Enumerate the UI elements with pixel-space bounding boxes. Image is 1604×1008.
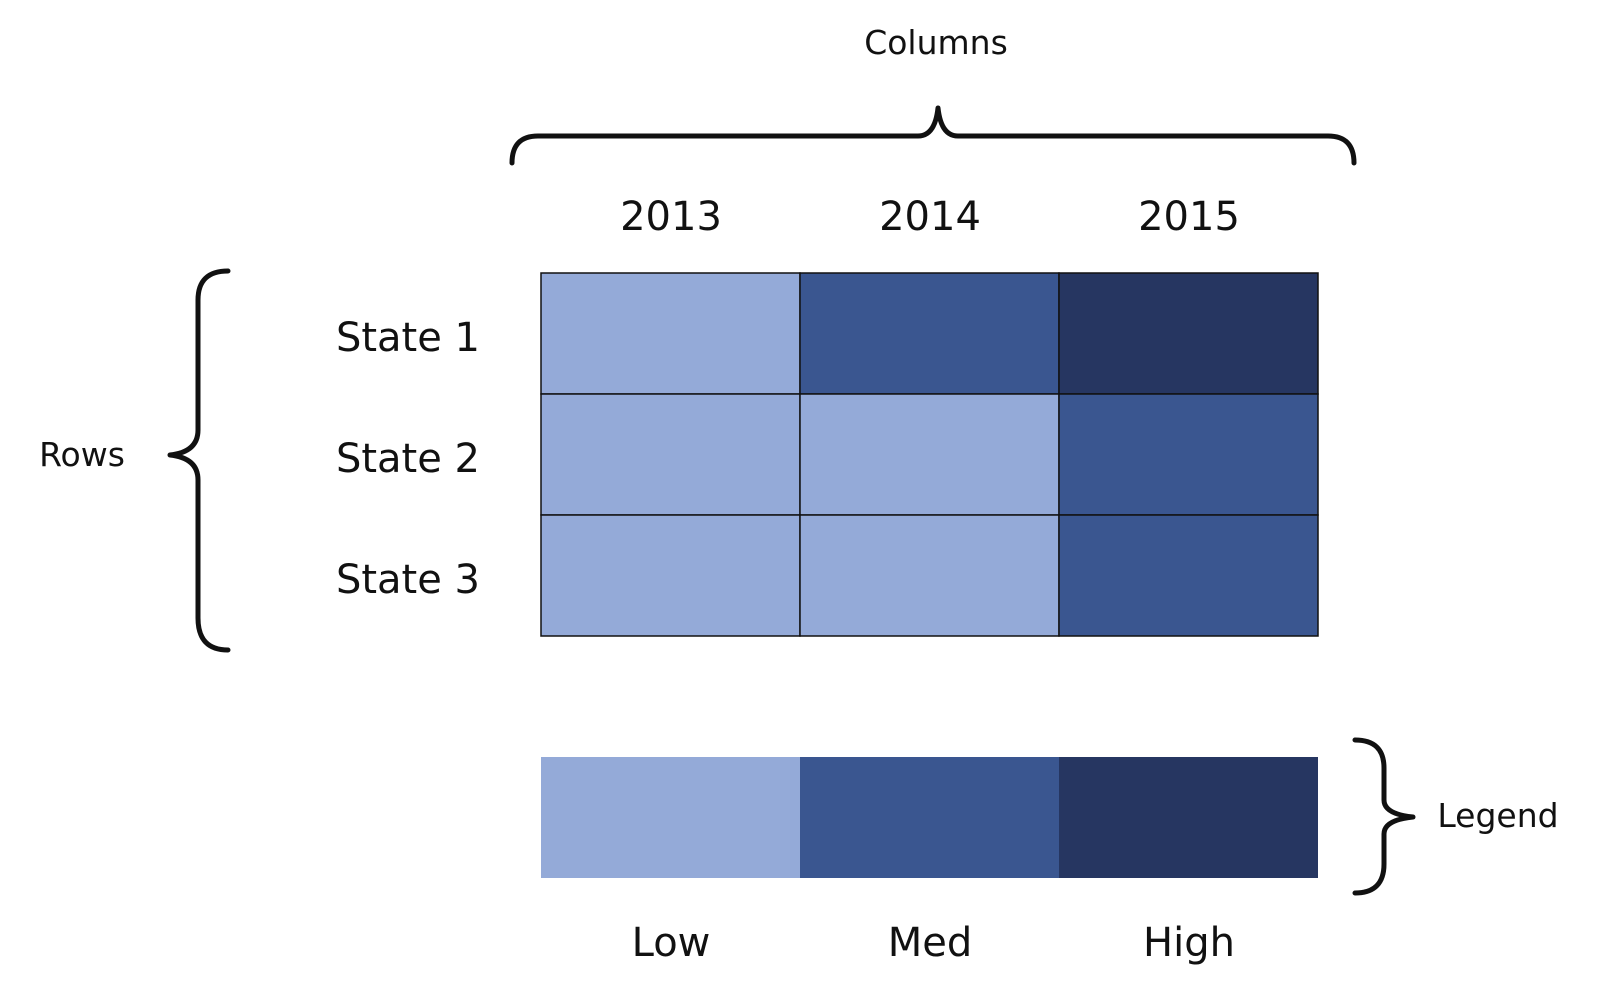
cell-state-1-2013 <box>540 272 801 395</box>
column-header-2014: 2014 <box>879 194 981 240</box>
columns-annotation: Columns <box>864 23 1008 62</box>
legend-swatch-low <box>541 757 800 878</box>
column-header-2013: 2013 <box>620 194 722 240</box>
cell-state-1-2015 <box>1058 272 1319 395</box>
row-header-state-3: State 3 <box>336 557 480 603</box>
legend-label-high: High <box>1143 920 1235 966</box>
cell-state-2-2014 <box>799 393 1060 516</box>
legend-swatch-high <box>1059 757 1318 878</box>
column-header-2015: 2015 <box>1138 194 1240 240</box>
legend-label-low: Low <box>632 920 711 966</box>
cell-state-2-2013 <box>540 393 801 516</box>
legend-bar <box>541 757 1318 878</box>
legend-swatch-med <box>800 757 1059 878</box>
cell-state-3-2013 <box>540 514 801 637</box>
columns-brace <box>509 105 1357 166</box>
cell-state-1-2014 <box>799 272 1060 395</box>
rows-brace <box>167 268 231 653</box>
heatmap-grid <box>540 272 1319 637</box>
rows-annotation: Rows <box>39 435 125 474</box>
row-header-state-1: State 1 <box>336 315 480 361</box>
row-header-state-2: State 2 <box>336 436 480 482</box>
cell-state-3-2014 <box>799 514 1060 637</box>
cell-state-2-2015 <box>1058 393 1319 516</box>
cell-state-3-2015 <box>1058 514 1319 637</box>
legend-brace <box>1352 737 1416 896</box>
legend-annotation: Legend <box>1437 796 1558 835</box>
legend-label-med: Med <box>888 920 973 966</box>
